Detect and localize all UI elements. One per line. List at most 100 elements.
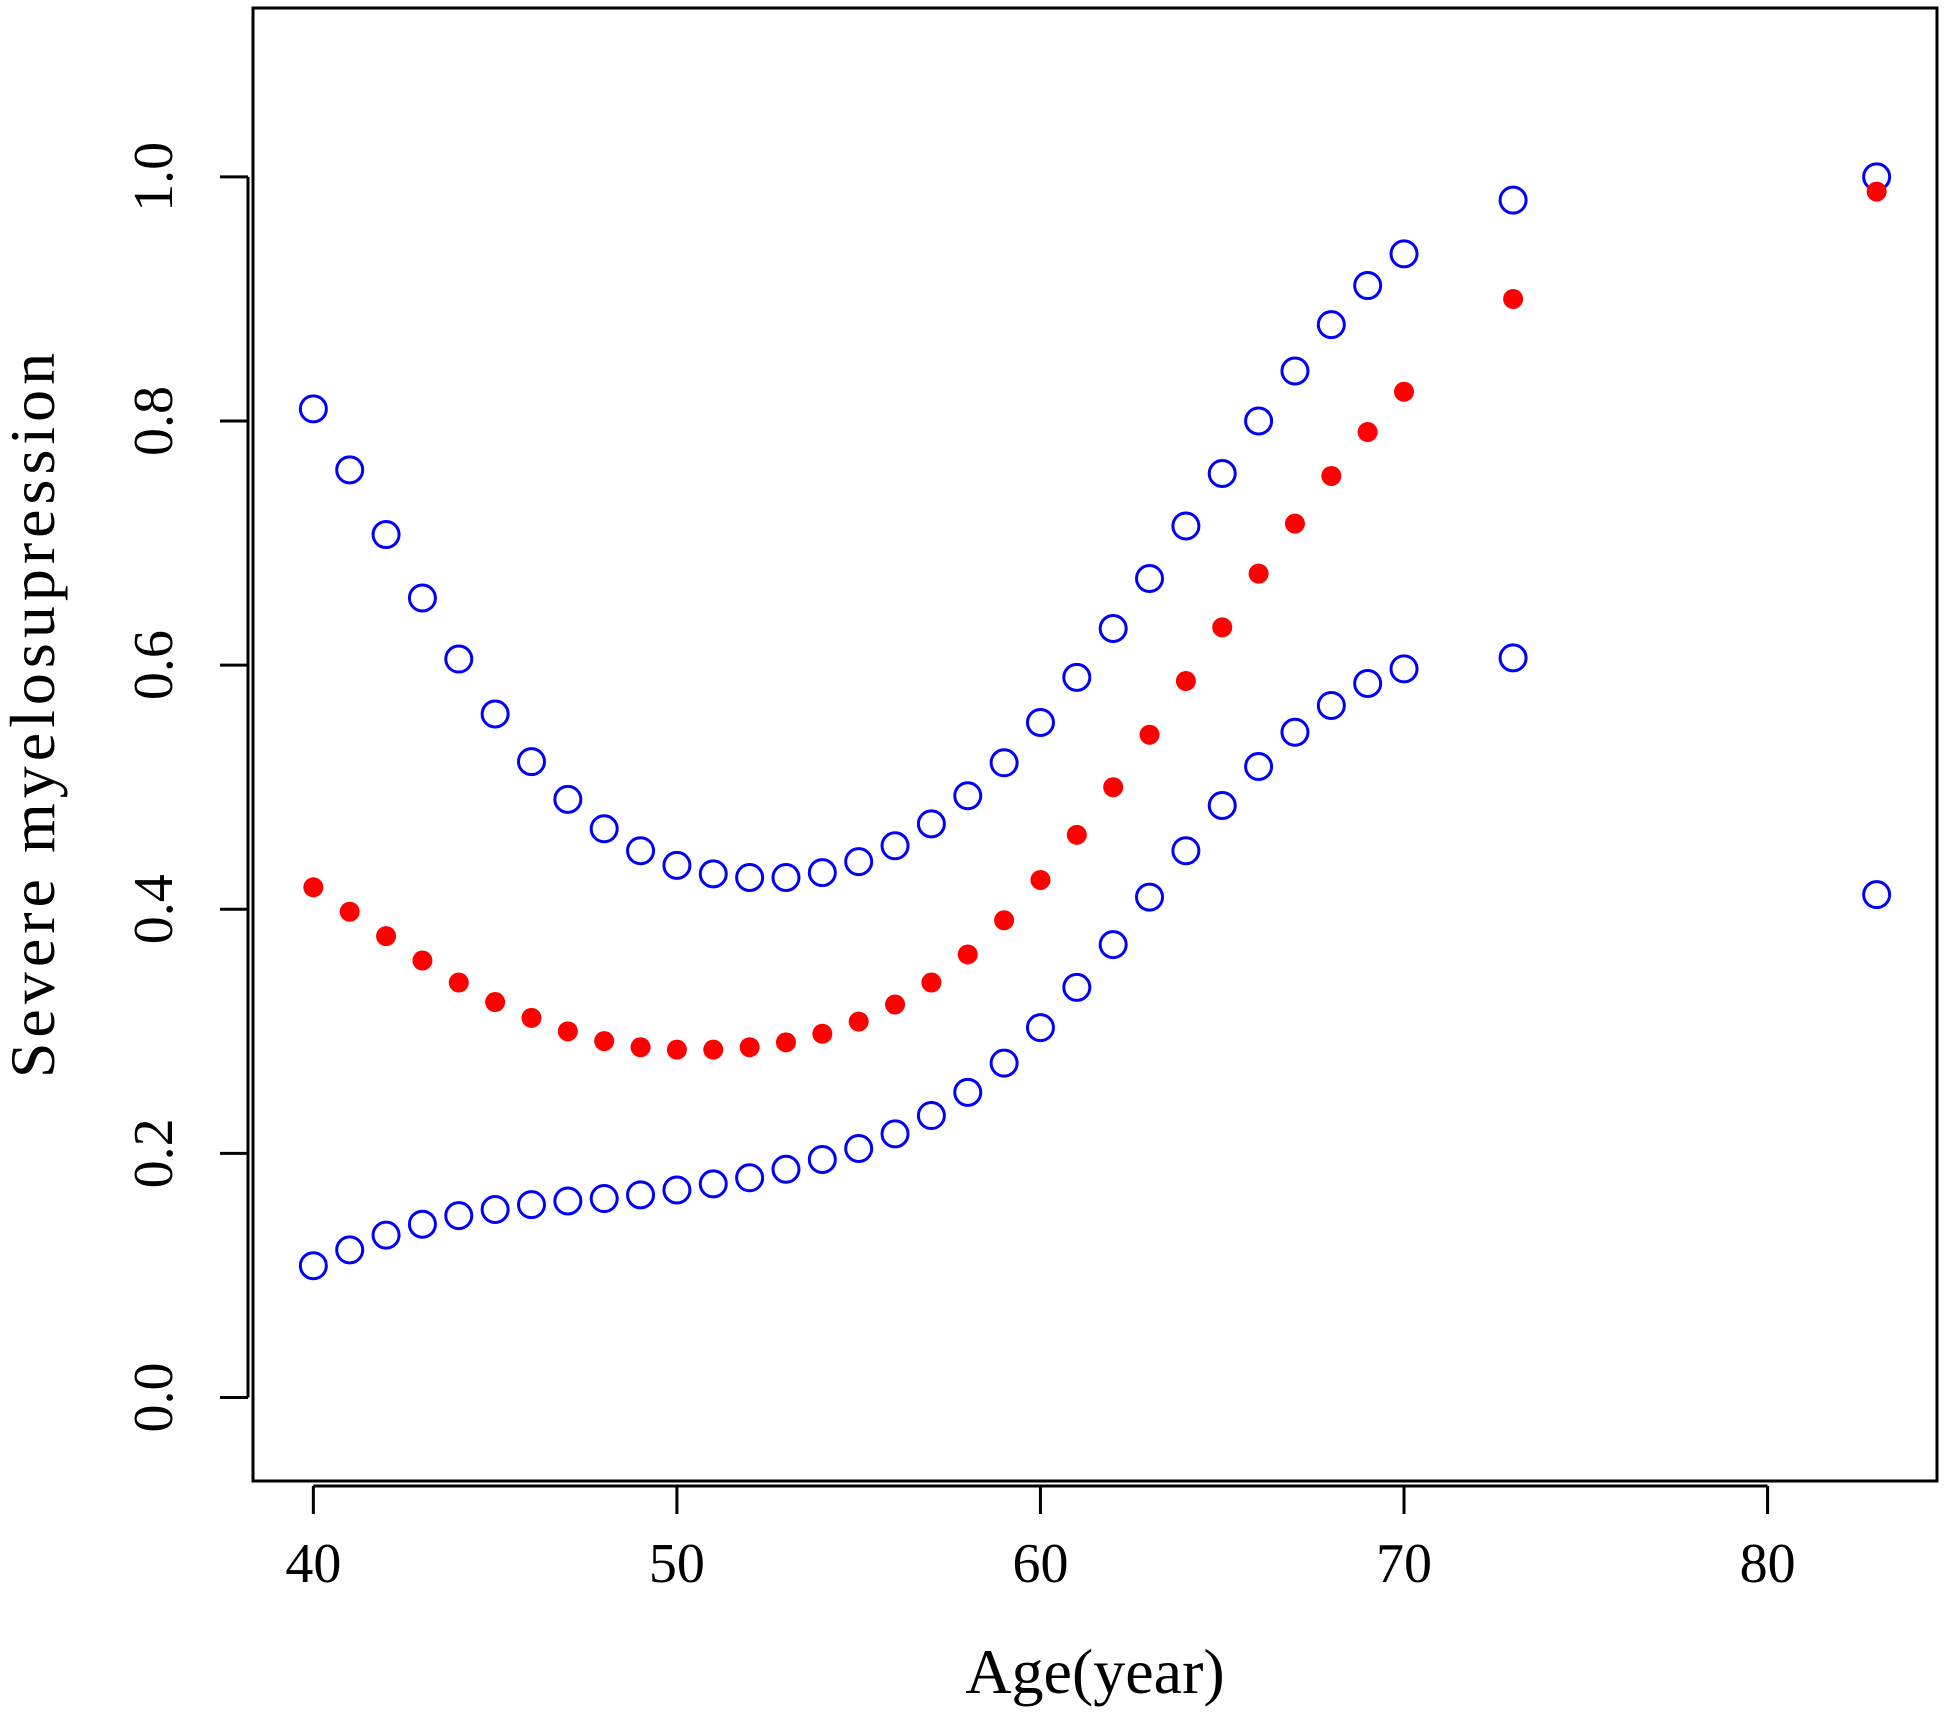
estimate-point xyxy=(630,1037,651,1058)
upper-ci-point xyxy=(1498,185,1528,215)
estimate-point xyxy=(1321,465,1342,486)
upper-ci-point xyxy=(1098,614,1128,644)
upper-ci-point xyxy=(553,784,583,814)
upper-ci-point xyxy=(444,644,474,674)
lower-ci-point xyxy=(1353,668,1383,698)
estimate-point xyxy=(1175,671,1196,692)
estimate-point xyxy=(1503,288,1524,309)
x-tick-label: 70 xyxy=(1376,1533,1432,1595)
upper-ci-point xyxy=(698,859,728,889)
estimate-point xyxy=(1139,724,1160,745)
upper-ci-point xyxy=(1171,511,1201,541)
upper-ci-point xyxy=(844,847,874,877)
data-points xyxy=(298,162,1892,1281)
upper-ci-point xyxy=(1135,564,1165,594)
lower-ci-point xyxy=(1098,930,1128,960)
lower-ci-point xyxy=(1280,717,1310,747)
estimate-point xyxy=(485,992,506,1013)
estimate-point xyxy=(1103,777,1124,798)
estimate-point xyxy=(1030,869,1051,890)
upper-ci-point xyxy=(662,850,692,880)
upper-ci-point xyxy=(1244,406,1274,436)
upper-ci-point xyxy=(880,831,910,861)
estimate-point xyxy=(739,1037,760,1058)
upper-ci-point xyxy=(953,781,983,811)
estimate-point xyxy=(666,1039,687,1060)
lower-ci-point xyxy=(1316,690,1346,720)
upper-ci-point xyxy=(407,583,437,613)
lower-ci-point xyxy=(1062,972,1092,1002)
estimate-point xyxy=(703,1039,724,1060)
upper-ci-point xyxy=(735,863,765,893)
estimate-point xyxy=(412,950,433,971)
y-tick-label: 0.4 xyxy=(123,874,185,944)
upper-ci-point xyxy=(1025,708,1055,738)
estimate-point xyxy=(848,1011,869,1032)
y-tick-label: 0.8 xyxy=(123,386,185,456)
lower-ci-point xyxy=(662,1175,692,1205)
lower-ci-point xyxy=(916,1101,946,1131)
upper-ci-point xyxy=(1316,310,1346,340)
lower-ci-point xyxy=(589,1184,619,1214)
estimate-point xyxy=(1866,181,1887,202)
upper-ci-point xyxy=(516,747,546,777)
lower-ci-point xyxy=(698,1169,728,1199)
upper-ci-point xyxy=(335,455,365,485)
upper-ci-point xyxy=(480,699,510,729)
x-axis-title: Age(year) xyxy=(965,1636,1224,1707)
lower-ci-point xyxy=(407,1209,437,1239)
lower-ci-point xyxy=(553,1186,583,1216)
estimate-point xyxy=(376,926,397,947)
upper-ci-point xyxy=(298,394,328,424)
x-axis: 40 50 60 70 80 xyxy=(285,1484,1796,1595)
plot-frame xyxy=(251,6,1939,1483)
x-tick-label: 80 xyxy=(1740,1533,1796,1595)
estimate-point xyxy=(1248,563,1269,584)
y-axis-title: Severe myelosupression xyxy=(0,348,68,1078)
estimate-point xyxy=(957,944,978,965)
lower-ci-point xyxy=(335,1235,365,1265)
y-tick-label: 0.2 xyxy=(123,1118,185,1188)
lower-ci-point xyxy=(1207,791,1237,821)
lower-ci-point xyxy=(953,1077,983,1107)
upper-ci-point xyxy=(916,809,946,839)
y-tick-label: 0.6 xyxy=(123,630,185,700)
lower-ci-point xyxy=(516,1190,546,1220)
upper-ci-point xyxy=(371,520,401,550)
upper-ci-point xyxy=(1280,356,1310,386)
estimate-point xyxy=(303,877,324,898)
y-tick-label: 0.0 xyxy=(123,1363,185,1433)
lower-ci-point xyxy=(298,1251,328,1281)
lower-ci-point xyxy=(771,1154,801,1184)
upper-ci-point xyxy=(1062,662,1092,692)
estimate-point xyxy=(885,994,906,1015)
lower-ci-point xyxy=(1389,654,1419,684)
estimate-point xyxy=(557,1021,578,1042)
lower-ci-point xyxy=(1171,836,1201,866)
y-axis: 0.0 0.2 0.4 0.6 0.8 1.0 xyxy=(123,142,250,1433)
upper-ci-point xyxy=(771,863,801,893)
x-tick-label: 50 xyxy=(649,1533,705,1595)
lower-ci-point xyxy=(626,1180,656,1210)
lower-ci-point xyxy=(444,1201,474,1231)
lower-ci-point xyxy=(1498,643,1528,673)
estimate-point xyxy=(1357,422,1378,443)
estimate-point xyxy=(1284,513,1305,534)
estimate-point xyxy=(1394,381,1415,402)
lower-ci-point xyxy=(371,1220,401,1250)
upper-ci-point xyxy=(626,836,656,866)
lower-ci-point xyxy=(1135,882,1165,912)
upper-ci-point xyxy=(589,814,619,844)
lower-ci-point xyxy=(1025,1013,1055,1043)
lower-ci-point xyxy=(1862,880,1892,910)
upper-ci-point xyxy=(1353,271,1383,301)
estimate-point xyxy=(775,1032,796,1053)
lower-ci-point xyxy=(880,1119,910,1149)
lower-ci-point xyxy=(844,1134,874,1164)
y-tick-label: 1.0 xyxy=(123,142,185,212)
upper-ci-point xyxy=(989,748,1019,778)
lower-ci-point xyxy=(807,1144,837,1174)
estimate-point xyxy=(448,972,469,993)
